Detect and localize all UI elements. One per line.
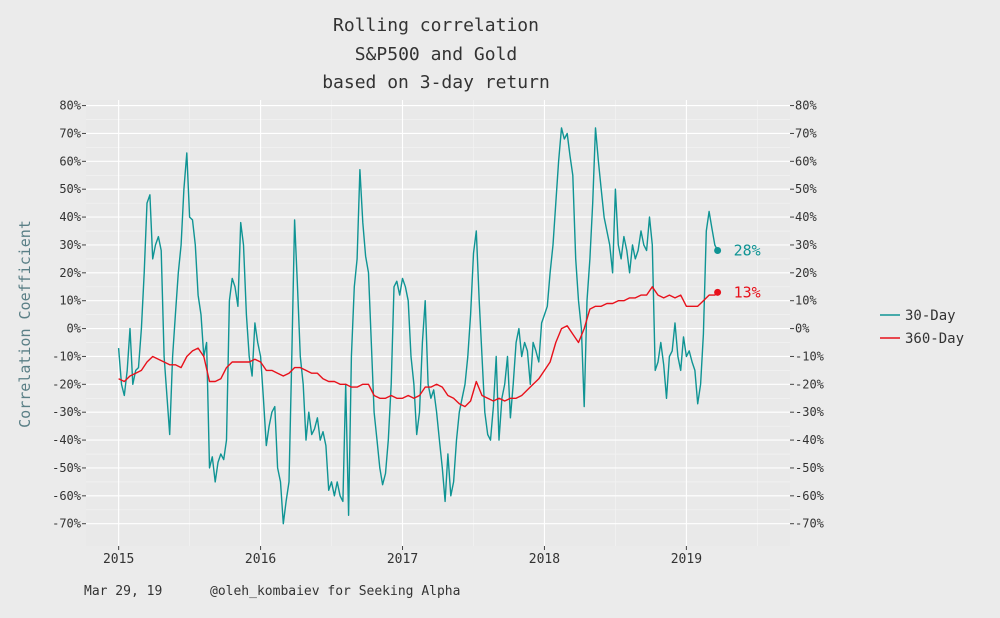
right-y-tick-label: 80% — [795, 99, 817, 113]
footer-date: Mar 29, 19 — [84, 584, 162, 599]
right-y-tick-label: -40% — [795, 433, 825, 447]
series-end-point-360-day — [714, 288, 722, 296]
series-layer: 28% 13% — [117, 127, 761, 525]
right-y-tick-label: 20% — [795, 266, 817, 280]
left-y-tick-label: 0% — [67, 322, 82, 336]
right-y-tick-label: -10% — [795, 349, 825, 363]
left-y-tick-label: -20% — [52, 377, 82, 391]
chart-title-line-3: based on 3-day return — [322, 72, 550, 93]
chart-title: Rolling correlation S&P500 and Gold base… — [322, 15, 550, 93]
left-y-tick-label: -40% — [52, 433, 82, 447]
x-tick-label: 2016 — [245, 552, 276, 567]
left-y-tick-label: 80% — [59, 99, 81, 113]
right-y-tick-label: 0% — [795, 322, 810, 336]
x-tick-label: 2015 — [103, 552, 134, 567]
left-y-tick-label: 40% — [59, 210, 81, 224]
right-y-tick-label: 50% — [795, 182, 817, 196]
left-y-tick-label: -30% — [52, 405, 82, 419]
left-y-tick-label: -60% — [52, 489, 82, 503]
legend-label-360-day: 360-Day — [905, 331, 964, 347]
right-y-tick-label: -50% — [795, 461, 825, 475]
series-end-point-30-day — [714, 247, 722, 255]
x-tick-label: 2017 — [387, 552, 418, 567]
left-y-tick-label: -50% — [52, 461, 82, 475]
legend-label-30-day: 30-Day — [905, 308, 956, 324]
left-y-axis: -70% -60% -50% -40% -30% -20% -10% 0% 10% 20% 30% 4… — [52, 99, 86, 531]
x-tick-label: 2018 — [529, 552, 560, 567]
right-y-tick-label: -60% — [795, 489, 825, 503]
left-y-tick-label: 60% — [59, 154, 81, 168]
legend: 30-Day 360-Day — [880, 308, 964, 347]
chart-title-line-1: Rolling correlation — [333, 15, 539, 36]
plot-panel — [86, 100, 790, 546]
series-end-label-360-day: 13% — [734, 283, 761, 301]
right-y-tick-label: 10% — [795, 294, 817, 308]
right-y-tick-label: -20% — [795, 377, 825, 391]
left-y-tick-label: 20% — [59, 266, 81, 280]
right-y-tick-label: -70% — [795, 517, 825, 531]
chart-title-line-2: S&P500 and Gold — [355, 44, 518, 65]
footer: Mar 29, 19 @oleh_kombaiev for Seeking Al… — [84, 584, 460, 599]
right-y-axis: -70% -60% -50% -40% -30% -20% -10% 0% 10% 20% 30% 4… — [790, 99, 825, 531]
series-line-30-day — [117, 127, 719, 525]
left-y-tick-label: 70% — [59, 126, 81, 140]
x-tick-label: 2019 — [671, 552, 702, 567]
series-line-360-day — [118, 286, 719, 408]
left-y-tick-label: -70% — [52, 517, 82, 531]
y-axis-title: Correlation Coefficient — [16, 220, 34, 428]
footer-credit: @oleh_kombaiev for Seeking Alpha — [210, 584, 460, 599]
left-y-tick-label: 10% — [59, 294, 81, 308]
right-y-tick-label: 70% — [795, 126, 817, 140]
right-y-tick-label: 60% — [795, 154, 817, 168]
right-y-tick-label: 30% — [795, 238, 817, 252]
grid — [86, 100, 790, 546]
left-y-tick-label: 50% — [59, 182, 81, 196]
right-y-tick-label: -30% — [795, 405, 825, 419]
x-axis: 2015 2016 2017 2018 2019 — [103, 546, 702, 567]
series-end-label-30-day: 28% — [734, 242, 761, 260]
right-y-tick-label: 40% — [795, 210, 817, 224]
left-y-tick-label: -10% — [52, 349, 82, 363]
left-y-tick-label: 30% — [59, 238, 81, 252]
